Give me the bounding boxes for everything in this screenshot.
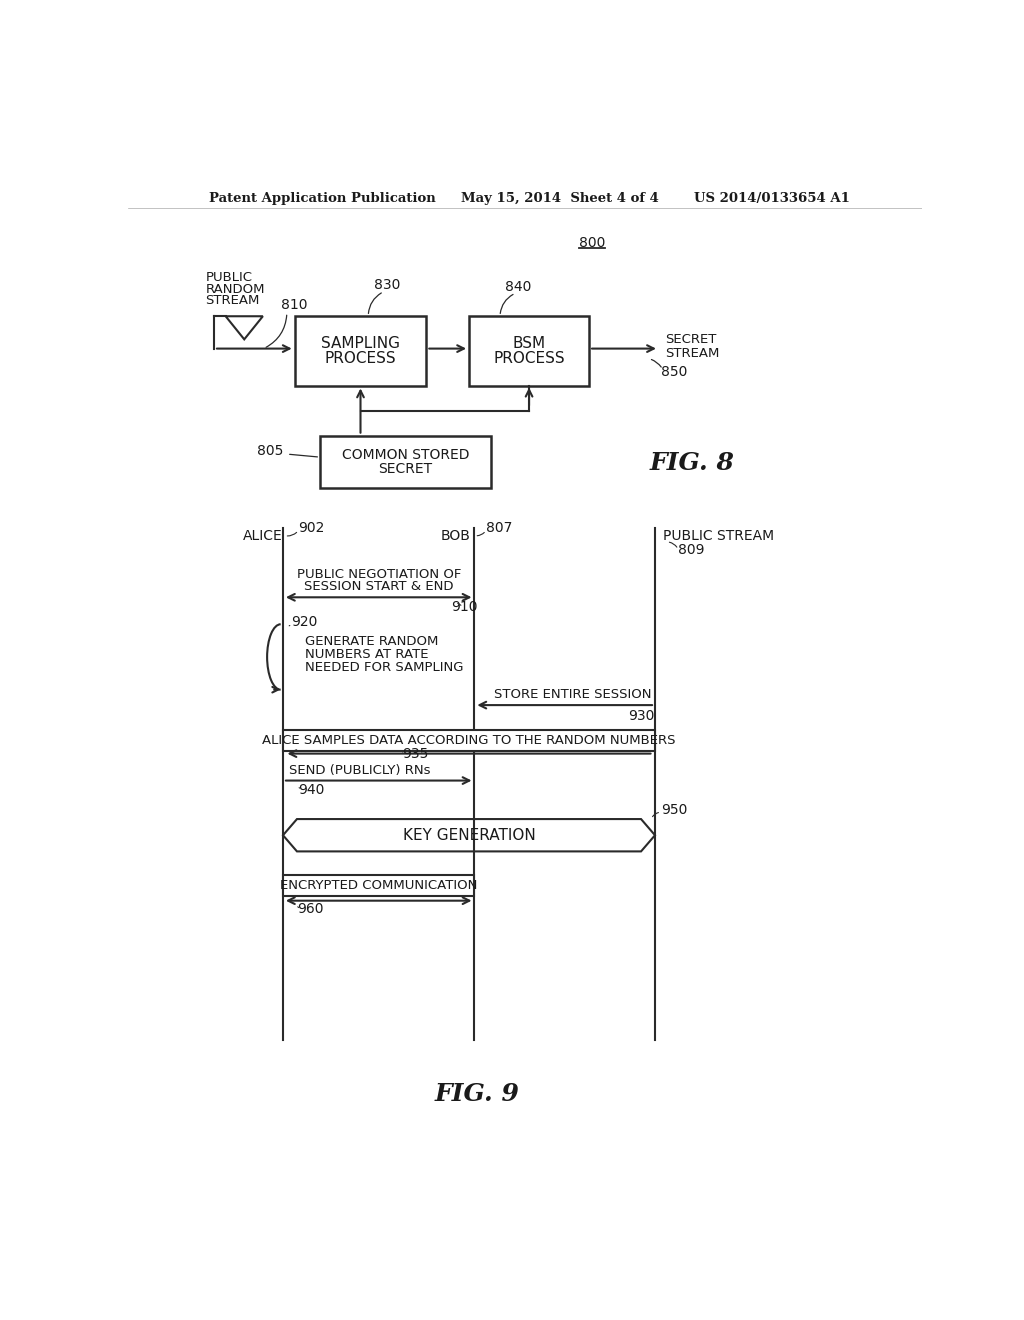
Text: PROCESS: PROCESS xyxy=(325,351,396,366)
Text: SEND (PUBLICLY) RNs: SEND (PUBLICLY) RNs xyxy=(289,764,431,777)
Text: 830: 830 xyxy=(375,279,400,293)
Text: SECRET: SECRET xyxy=(379,462,432,477)
Text: 902: 902 xyxy=(299,521,325,535)
Bar xyxy=(321,436,490,488)
Text: 810: 810 xyxy=(282,298,308,312)
Text: 930: 930 xyxy=(628,709,654,723)
Text: FIG. 9: FIG. 9 xyxy=(434,1082,519,1106)
Text: NUMBERS AT RATE: NUMBERS AT RATE xyxy=(305,648,428,661)
Text: STREAM: STREAM xyxy=(206,294,260,308)
Text: 940: 940 xyxy=(299,783,325,797)
Text: GENERATE RANDOM: GENERATE RANDOM xyxy=(305,635,438,648)
Text: 935: 935 xyxy=(402,747,428,760)
Text: 807: 807 xyxy=(486,521,512,535)
Text: KEY GENERATION: KEY GENERATION xyxy=(402,828,536,842)
Text: NEEDED FOR SAMPLING: NEEDED FOR SAMPLING xyxy=(305,661,463,675)
Text: BOB: BOB xyxy=(440,529,471,543)
Text: SESSION START & END: SESSION START & END xyxy=(304,579,454,593)
Text: US 2014/0133654 A1: US 2014/0133654 A1 xyxy=(693,191,850,205)
Text: ALICE: ALICE xyxy=(244,529,283,543)
Text: Patent Application Publication: Patent Application Publication xyxy=(209,191,436,205)
Bar xyxy=(283,875,474,896)
Text: 840: 840 xyxy=(505,280,531,294)
Text: 950: 950 xyxy=(662,803,687,817)
Text: PUBLIC STREAM: PUBLIC STREAM xyxy=(663,529,774,543)
Text: RANDOM: RANDOM xyxy=(206,282,265,296)
Bar xyxy=(283,730,655,751)
Bar xyxy=(295,317,426,385)
Text: ALICE SAMPLES DATA ACCORDING TO THE RANDOM NUMBERS: ALICE SAMPLES DATA ACCORDING TO THE RAND… xyxy=(262,734,676,747)
Text: PUBLIC: PUBLIC xyxy=(206,271,253,284)
Text: SECRET: SECRET xyxy=(665,333,717,346)
Text: ENCRYPTED COMMUNICATION: ENCRYPTED COMMUNICATION xyxy=(280,879,477,892)
Text: FIG. 8: FIG. 8 xyxy=(650,450,734,475)
Text: BSM: BSM xyxy=(512,337,546,351)
Text: 850: 850 xyxy=(662,366,687,379)
Text: 960: 960 xyxy=(297,902,324,916)
Text: STORE ENTIRE SESSION: STORE ENTIRE SESSION xyxy=(494,688,651,701)
Bar xyxy=(469,317,589,385)
Text: 809: 809 xyxy=(678,543,705,557)
Text: 910: 910 xyxy=(452,599,477,614)
Text: SAMPLING: SAMPLING xyxy=(321,337,400,351)
Text: COMMON STORED: COMMON STORED xyxy=(342,447,469,462)
Text: 805: 805 xyxy=(257,444,283,458)
Text: PROCESS: PROCESS xyxy=(494,351,565,366)
Text: PUBLIC NEGOTIATION OF: PUBLIC NEGOTIATION OF xyxy=(297,569,461,582)
Text: STREAM: STREAM xyxy=(665,347,720,360)
Text: 920: 920 xyxy=(291,615,317,628)
Text: May 15, 2014  Sheet 4 of 4: May 15, 2014 Sheet 4 of 4 xyxy=(461,191,659,205)
Text: 800: 800 xyxy=(579,236,605,249)
